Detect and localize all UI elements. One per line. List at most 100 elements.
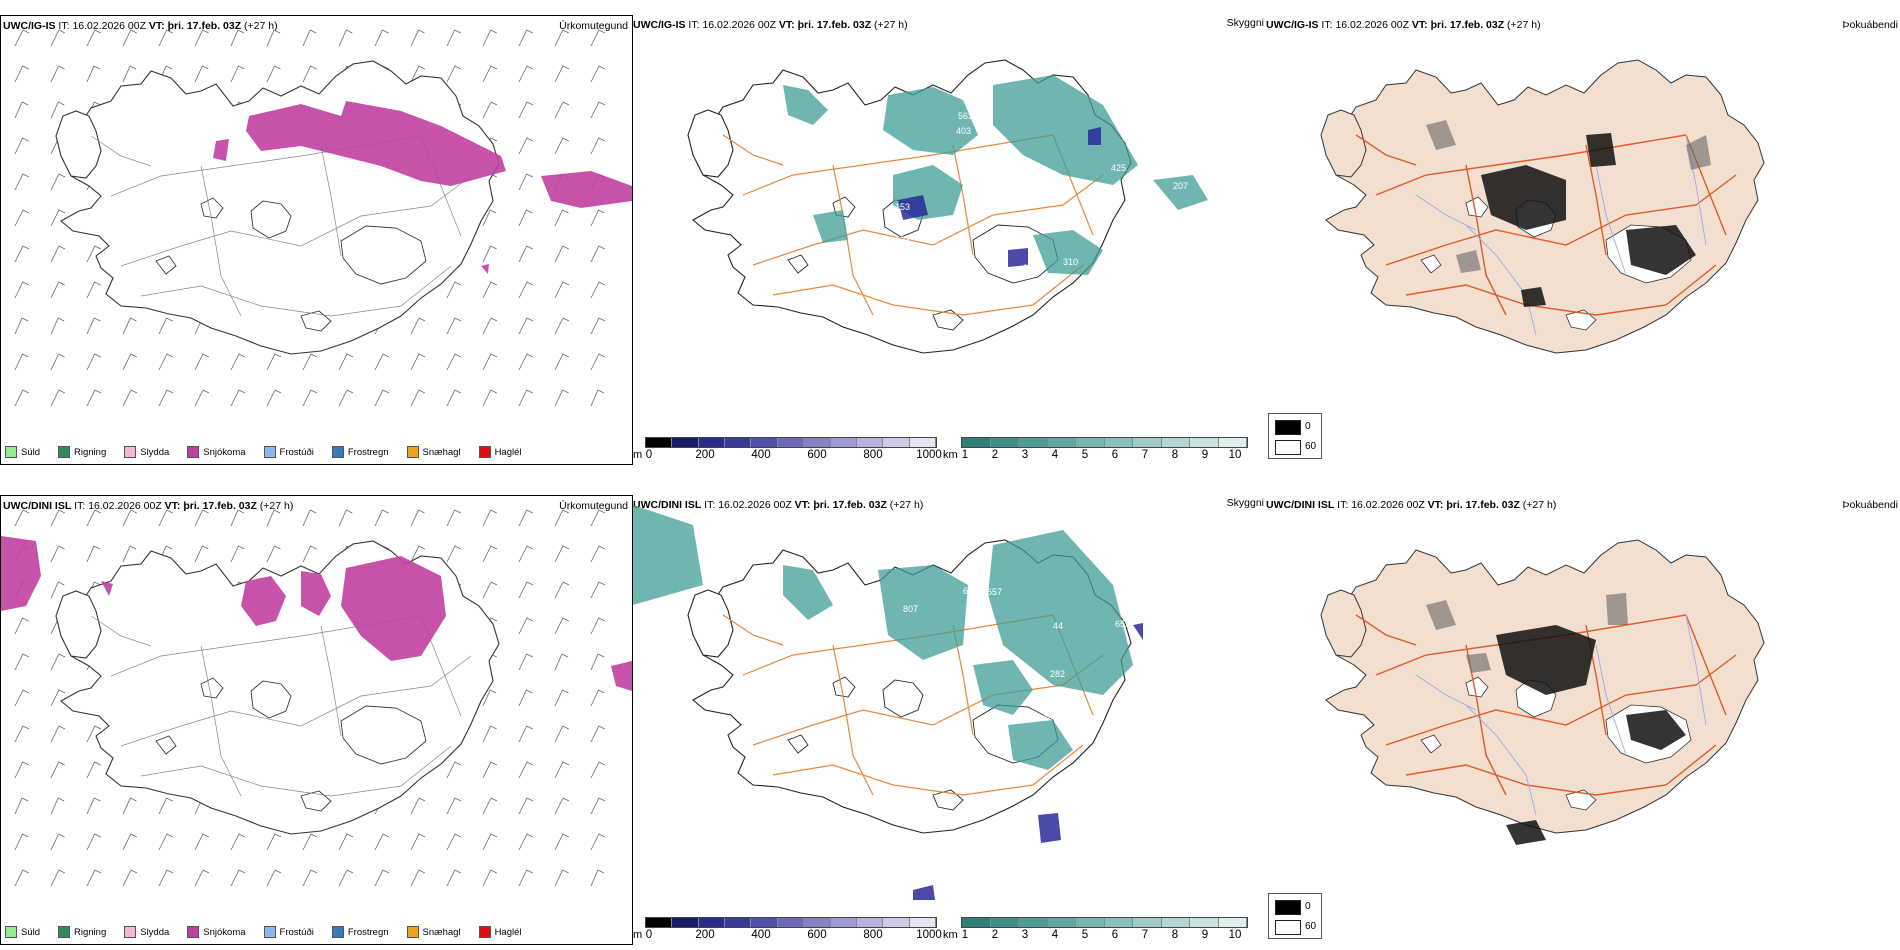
legend-label: Frostúði <box>279 446 314 458</box>
visibility-colorbar: km 1 2 3 4 5 6 7 8 9 10 <box>943 917 1248 943</box>
wind-barb <box>86 725 102 743</box>
westfjords-coast <box>687 589 734 658</box>
wind-barb <box>410 869 426 887</box>
panel-title: Þokuábendi <box>1842 499 1898 511</box>
fog-area <box>1626 225 1696 275</box>
model-name: UWC/IG-IS <box>1266 19 1319 31</box>
wind-barb <box>122 65 137 83</box>
wind-barb <box>122 29 137 47</box>
snow-area <box>101 581 113 596</box>
wind-barb <box>590 29 606 47</box>
wind-barb <box>122 797 137 815</box>
wind-barb <box>158 317 173 335</box>
wind-barb <box>554 281 570 299</box>
glacier-outline <box>1465 196 1489 218</box>
wind-barb <box>482 353 498 371</box>
wind-barb <box>590 689 605 707</box>
wind-barb <box>14 653 30 671</box>
glacier-outline <box>250 680 292 719</box>
fog-area-light <box>1466 653 1491 673</box>
it-label: IT: <box>74 500 86 512</box>
wind-barb <box>230 833 246 851</box>
precip-map[interactable] <box>1 496 632 944</box>
colorbar-tick: 1 <box>961 449 969 461</box>
colorbar-bin <box>646 438 673 447</box>
wind-barb <box>518 509 533 527</box>
wind-barb <box>122 509 137 527</box>
panel-header: UWC/IG-IS IT: 16.02.2026 00Z VT: þri. 17… <box>3 20 632 36</box>
wind-barb <box>518 653 533 671</box>
fog-threshold-label: 0 <box>1305 421 1311 432</box>
wind-barb <box>518 389 533 407</box>
visibility-area <box>813 210 848 243</box>
wind-barb <box>554 353 570 371</box>
glacier-outline <box>1565 309 1597 331</box>
legend-swatch <box>263 926 276 938</box>
wind-barb <box>338 833 354 851</box>
colorbar-unit: m <box>633 449 643 461</box>
lead-time: (+27 h) <box>889 499 924 511</box>
fog-threshold-label: 60 <box>1305 921 1317 932</box>
wind-barb <box>50 725 66 743</box>
legend-item: Snjókoma <box>187 446 246 458</box>
precip-map[interactable] <box>1 16 632 464</box>
cloud-map[interactable]: 687 807 657 44 659 282 400 311 265 1 <box>633 495 1266 920</box>
road-line <box>722 134 784 166</box>
colorbar-bin <box>1161 918 1190 927</box>
wind-barb <box>14 101 29 119</box>
wind-barb <box>590 509 606 527</box>
wind-barb <box>518 209 533 227</box>
fog-map[interactable] <box>1266 495 1900 920</box>
road-line <box>772 264 1084 316</box>
snow-area <box>213 139 229 161</box>
fog-swatch <box>1275 420 1301 435</box>
visibility-area <box>783 565 833 620</box>
colorbar-bin <box>962 918 991 927</box>
wind-barb <box>554 545 570 563</box>
road-line <box>1405 744 1717 796</box>
cloud-panel-2: UWC/DINI ISL IT: 16.02.2026 00Z VT: þri.… <box>633 495 1266 945</box>
legend-item: Slydda <box>124 446 169 458</box>
ceiling-label: 807 <box>903 604 918 614</box>
snow-area <box>301 571 331 616</box>
road-line <box>120 175 472 267</box>
wind-barb <box>482 869 497 887</box>
wind-barb <box>374 509 389 527</box>
legend-swatch <box>331 926 344 938</box>
colorbar-bin <box>909 438 936 447</box>
colorbar-strip <box>645 917 937 928</box>
low-ceiling-area <box>1008 248 1028 267</box>
wind-barb <box>518 797 534 815</box>
legend-item: Rigning <box>58 446 106 458</box>
colorbar-bin <box>1076 918 1105 927</box>
wind-barb <box>266 833 282 851</box>
precip-type-panel-1: UWC/IG-IS IT: 16.02.2026 00Z VT: þri. 17… <box>0 15 633 465</box>
legend-label: Snæhagl <box>422 446 461 458</box>
wind-barb <box>14 689 30 707</box>
wind-barb <box>590 137 605 155</box>
fog-area <box>1496 625 1596 695</box>
visibility-area <box>878 565 968 660</box>
wind-barb <box>14 209 30 227</box>
wind-barb <box>302 389 318 407</box>
fog-map[interactable] <box>1266 15 1900 440</box>
colorbar-bin <box>883 438 910 447</box>
wind-barb <box>590 353 606 371</box>
fog-area <box>1626 710 1686 750</box>
glacier-outline <box>155 735 177 755</box>
ceiling-label: 481 <box>1165 159 1180 169</box>
wind-barb <box>554 581 570 599</box>
fog-panel-2: UWC/DINI ISL IT: 16.02.2026 00Z VT: þri.… <box>1266 495 1900 945</box>
westfjords-coast <box>55 110 102 179</box>
glacier-outline <box>200 197 224 219</box>
wind-barb <box>230 65 245 83</box>
legend-label: Slydda <box>140 926 170 938</box>
colorbar-bin <box>1047 918 1076 927</box>
glacier-outline <box>250 200 292 239</box>
wind-barb <box>482 281 498 299</box>
legend-swatch <box>124 926 137 938</box>
visibility-area <box>1153 175 1208 210</box>
wind-barb <box>518 65 534 83</box>
wind-barb <box>590 389 605 407</box>
